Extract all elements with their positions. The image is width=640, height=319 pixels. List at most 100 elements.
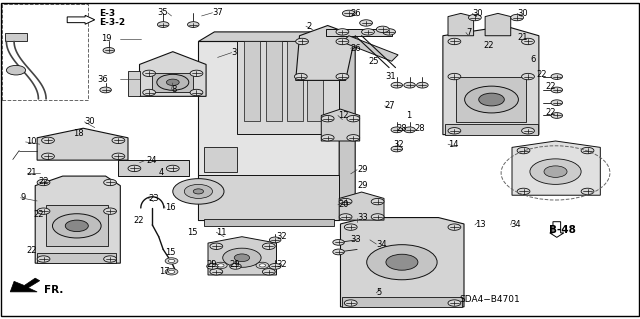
Circle shape bbox=[465, 86, 518, 113]
Circle shape bbox=[347, 135, 360, 141]
Circle shape bbox=[448, 73, 461, 80]
Circle shape bbox=[479, 93, 504, 106]
Text: 35: 35 bbox=[157, 8, 168, 17]
Text: 5: 5 bbox=[376, 288, 381, 297]
Circle shape bbox=[448, 300, 461, 306]
Text: 17: 17 bbox=[159, 267, 170, 276]
Circle shape bbox=[344, 300, 357, 306]
Circle shape bbox=[522, 128, 534, 134]
Polygon shape bbox=[35, 176, 120, 263]
Text: 11: 11 bbox=[216, 228, 227, 237]
Circle shape bbox=[386, 254, 418, 270]
Text: 32: 32 bbox=[394, 140, 404, 149]
Polygon shape bbox=[339, 192, 384, 220]
Polygon shape bbox=[198, 175, 339, 220]
Circle shape bbox=[391, 127, 403, 133]
Text: 29: 29 bbox=[357, 181, 367, 190]
Text: 25: 25 bbox=[368, 57, 378, 66]
Text: 23: 23 bbox=[148, 194, 159, 203]
Polygon shape bbox=[237, 41, 339, 134]
Circle shape bbox=[336, 38, 349, 45]
Polygon shape bbox=[307, 41, 323, 121]
Polygon shape bbox=[342, 297, 462, 307]
Text: 26: 26 bbox=[351, 9, 362, 18]
Text: 34: 34 bbox=[376, 240, 387, 249]
Polygon shape bbox=[244, 41, 260, 121]
Circle shape bbox=[6, 65, 26, 75]
Polygon shape bbox=[456, 77, 526, 122]
Circle shape bbox=[551, 74, 563, 79]
Text: 2: 2 bbox=[306, 22, 311, 31]
Circle shape bbox=[157, 22, 169, 27]
Text: 29: 29 bbox=[229, 260, 239, 269]
Text: 18: 18 bbox=[73, 129, 84, 138]
Text: 15: 15 bbox=[165, 248, 175, 257]
Circle shape bbox=[65, 220, 88, 232]
Circle shape bbox=[188, 22, 199, 27]
Polygon shape bbox=[5, 33, 27, 41]
Circle shape bbox=[404, 127, 415, 133]
Circle shape bbox=[210, 269, 223, 275]
Polygon shape bbox=[443, 26, 539, 135]
Text: 15: 15 bbox=[187, 228, 197, 237]
Circle shape bbox=[52, 214, 101, 238]
Circle shape bbox=[223, 248, 261, 267]
Circle shape bbox=[581, 188, 594, 195]
Text: 22: 22 bbox=[483, 41, 493, 50]
Text: 36: 36 bbox=[97, 75, 108, 84]
Polygon shape bbox=[204, 147, 237, 172]
Text: 34: 34 bbox=[511, 220, 522, 229]
Polygon shape bbox=[140, 52, 206, 96]
Text: 20: 20 bbox=[338, 200, 348, 209]
Text: 33: 33 bbox=[351, 235, 362, 244]
Circle shape bbox=[376, 26, 389, 33]
Circle shape bbox=[371, 198, 384, 205]
Text: 22: 22 bbox=[38, 177, 49, 186]
Polygon shape bbox=[204, 219, 334, 226]
Circle shape bbox=[218, 264, 224, 267]
Circle shape bbox=[210, 243, 223, 249]
Circle shape bbox=[143, 70, 156, 77]
Circle shape bbox=[530, 159, 581, 184]
Polygon shape bbox=[118, 160, 189, 176]
Text: 1: 1 bbox=[406, 111, 412, 120]
Polygon shape bbox=[208, 237, 276, 275]
Text: 32: 32 bbox=[276, 260, 287, 269]
FancyArrow shape bbox=[550, 222, 564, 237]
Circle shape bbox=[294, 73, 307, 80]
Text: 22: 22 bbox=[536, 70, 547, 78]
Text: 4: 4 bbox=[159, 168, 164, 177]
Circle shape bbox=[321, 135, 334, 141]
Text: 21: 21 bbox=[27, 168, 37, 177]
Circle shape bbox=[42, 153, 54, 160]
Circle shape bbox=[230, 263, 241, 269]
Circle shape bbox=[511, 14, 524, 21]
Circle shape bbox=[100, 87, 111, 93]
Circle shape bbox=[517, 188, 530, 195]
Polygon shape bbox=[340, 218, 464, 307]
Text: FR.: FR. bbox=[44, 285, 63, 295]
Text: 10: 10 bbox=[26, 137, 36, 146]
Circle shape bbox=[333, 249, 344, 255]
Circle shape bbox=[551, 113, 563, 118]
Circle shape bbox=[581, 147, 594, 154]
Text: 12: 12 bbox=[338, 111, 348, 120]
Circle shape bbox=[269, 237, 281, 243]
Circle shape bbox=[190, 89, 203, 96]
Text: 24: 24 bbox=[146, 156, 156, 165]
Polygon shape bbox=[152, 73, 193, 92]
Circle shape bbox=[214, 262, 227, 269]
Circle shape bbox=[112, 137, 125, 144]
Circle shape bbox=[417, 82, 428, 88]
Circle shape bbox=[391, 82, 403, 88]
Text: 19: 19 bbox=[101, 34, 111, 43]
Circle shape bbox=[262, 243, 275, 249]
Circle shape bbox=[517, 147, 530, 154]
Polygon shape bbox=[326, 29, 392, 36]
Text: 28: 28 bbox=[396, 124, 407, 133]
Text: 16: 16 bbox=[165, 204, 176, 212]
Text: 9: 9 bbox=[20, 193, 26, 202]
Text: 30: 30 bbox=[472, 9, 483, 18]
Circle shape bbox=[37, 179, 50, 186]
Circle shape bbox=[259, 264, 266, 267]
